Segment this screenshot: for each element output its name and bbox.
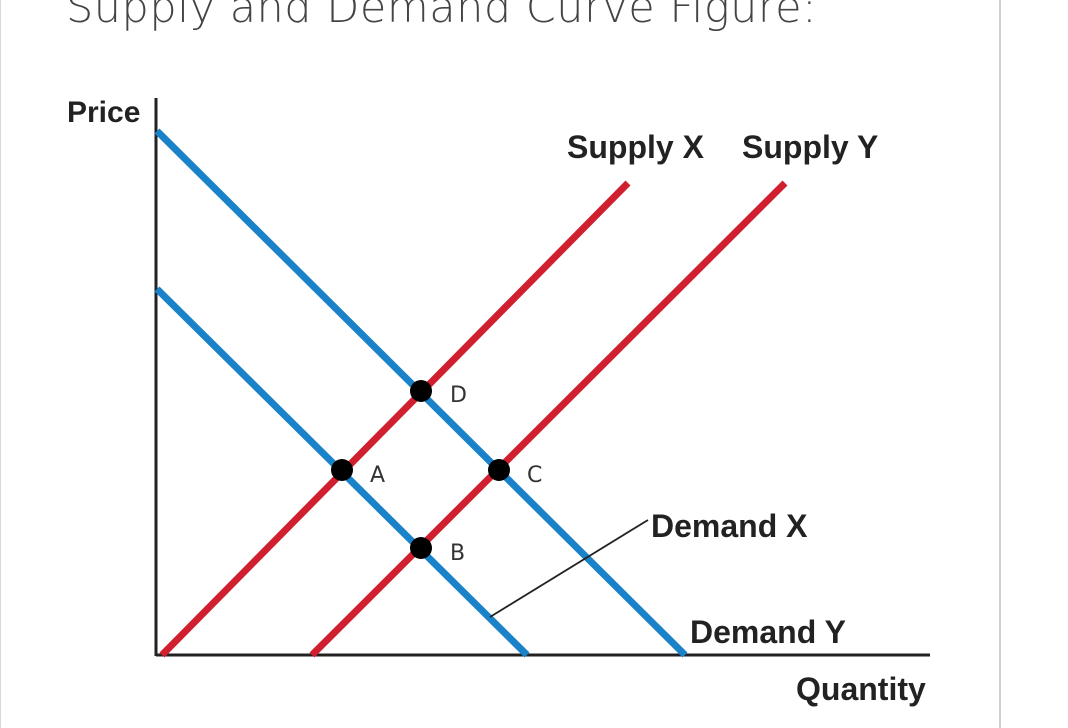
frame-right-border — [999, 0, 1001, 728]
x-axis-label: Quantity — [796, 671, 926, 707]
point-a-dot — [331, 459, 353, 481]
demand-y-label: Demand Y — [690, 614, 846, 650]
y-axis-label: Price — [67, 96, 140, 129]
point-c-label: C — [527, 463, 542, 488]
point-a-label: A — [370, 463, 385, 488]
supply-x-label: Supply X — [567, 129, 705, 165]
supply-x-curve — [159, 180, 631, 658]
demand-x-label: Demand X — [651, 508, 808, 544]
demand-x-leader-line — [489, 519, 649, 618]
point-c-dot — [488, 459, 510, 481]
supply-y-curve — [309, 180, 788, 658]
point-b-label: B — [450, 541, 465, 566]
point-d-label: D — [450, 383, 467, 408]
supply-y-label: Supply Y — [742, 129, 878, 165]
frame-left-border — [0, 0, 1, 728]
point-b-dot — [410, 537, 432, 559]
point-d-dot — [410, 380, 432, 402]
page-title: Supply and Demand Curve Figure: — [66, 0, 818, 33]
